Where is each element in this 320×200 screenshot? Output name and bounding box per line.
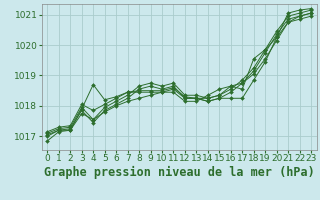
X-axis label: Graphe pression niveau de la mer (hPa): Graphe pression niveau de la mer (hPa) bbox=[44, 166, 315, 179]
